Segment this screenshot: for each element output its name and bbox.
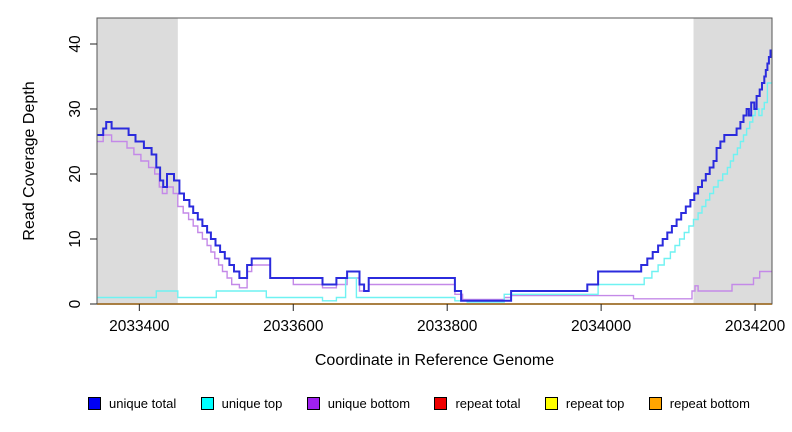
legend-label: repeat bottom — [669, 396, 750, 411]
legend: unique total unique top unique bottom repea… — [88, 396, 750, 411]
y-axis-title: Read Coverage Depth — [21, 81, 38, 241]
legend-label: repeat total — [455, 396, 521, 411]
legend-swatch-icon — [544, 397, 558, 410]
legend-item-unique-bottom: unique bottom — [306, 396, 411, 411]
x-axis-title: Coordinate in Reference Genome — [314, 352, 555, 369]
y-tick-label: 10 — [67, 230, 84, 248]
x-tick-label: 2034200 — [725, 318, 786, 335]
legend-swatch-icon — [434, 397, 448, 410]
y-tick-label: 0 — [67, 299, 84, 308]
legend-label: unique top — [221, 396, 283, 411]
legend-swatch-icon — [306, 397, 320, 410]
y-tick-label: 20 — [67, 165, 84, 183]
legend-item-repeat-total: repeat total — [434, 396, 521, 411]
legend-item-unique-total: unique total — [88, 396, 176, 411]
x-tick-label: 2033800 — [417, 318, 478, 335]
legend-label: repeat top — [565, 396, 625, 411]
x-tick-label: 2034000 — [571, 318, 632, 335]
series-unique-top — [97, 82, 772, 303]
legend-label: unique total — [109, 396, 177, 411]
x-tick-label: 2033600 — [263, 318, 324, 335]
y-tick-label: 40 — [67, 35, 84, 53]
legend-label: unique bottom — [327, 396, 411, 411]
series-unique-total — [97, 49, 772, 302]
shaded-region — [97, 18, 178, 304]
legend-item-repeat-top: repeat top — [544, 396, 625, 411]
legend-item-repeat-bottom: repeat bottom — [648, 396, 750, 411]
legend-swatch-icon — [648, 397, 662, 410]
y-tick-label: 30 — [67, 100, 84, 118]
x-tick-label: 2033400 — [109, 318, 170, 335]
plot-box — [96, 17, 773, 305]
legend-swatch-icon — [200, 397, 214, 410]
legend-item-unique-top: unique top — [200, 396, 283, 411]
legend-swatch-icon — [88, 397, 101, 410]
